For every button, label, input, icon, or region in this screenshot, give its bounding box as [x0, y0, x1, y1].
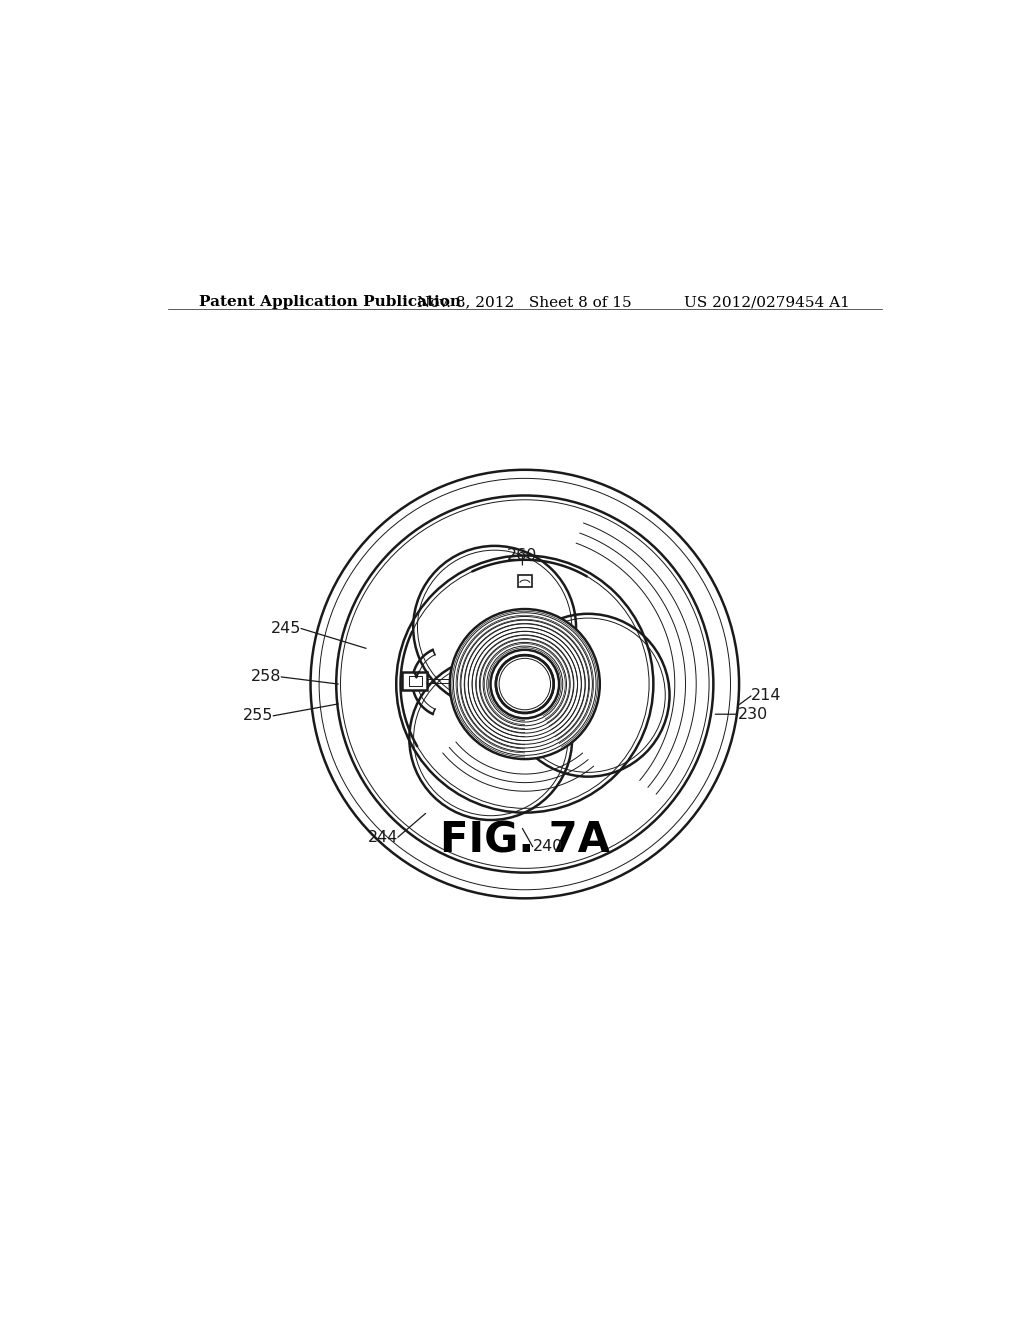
Text: 258: 258 [251, 669, 282, 684]
Text: 255: 255 [243, 709, 273, 723]
Circle shape [496, 655, 554, 713]
FancyBboxPatch shape [409, 676, 423, 686]
Text: 245: 245 [270, 620, 301, 636]
Text: FIG. 7A: FIG. 7A [439, 818, 610, 861]
Text: US 2012/0279454 A1: US 2012/0279454 A1 [684, 296, 850, 309]
Text: 260: 260 [507, 548, 538, 564]
Text: 240: 240 [532, 840, 563, 854]
Text: Nov. 8, 2012   Sheet 8 of 15: Nov. 8, 2012 Sheet 8 of 15 [418, 296, 632, 309]
Text: Patent Application Publication: Patent Application Publication [200, 296, 462, 309]
Text: 214: 214 [751, 689, 781, 704]
Circle shape [450, 609, 600, 759]
FancyBboxPatch shape [518, 576, 531, 587]
FancyBboxPatch shape [402, 672, 427, 690]
Text: 230: 230 [737, 706, 768, 722]
Text: 244: 244 [368, 830, 397, 845]
